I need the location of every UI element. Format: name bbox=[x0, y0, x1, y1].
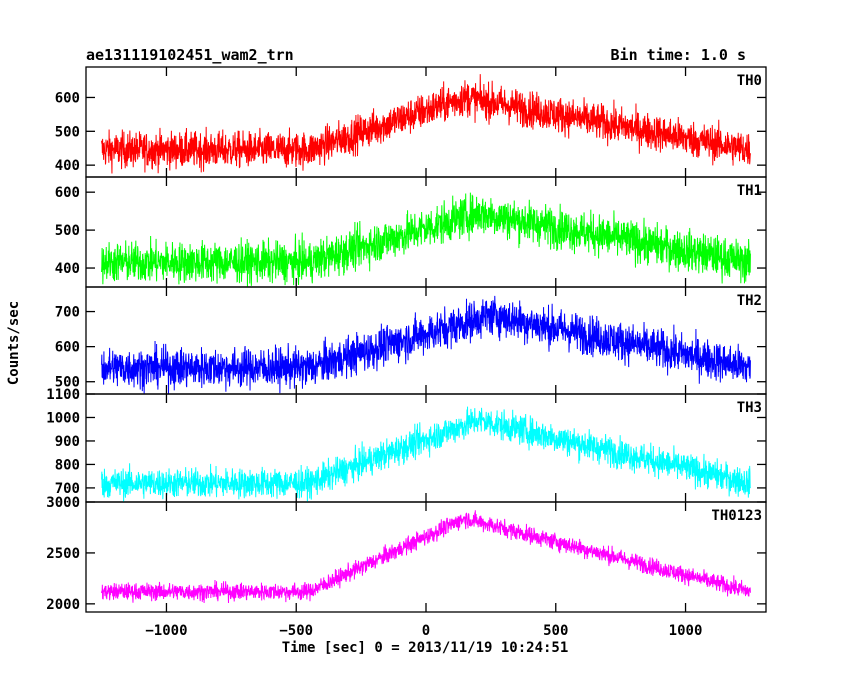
panel-th0123: 2000 2500 3000 TH0123 bbox=[46, 495, 767, 613]
series-th3 bbox=[101, 406, 751, 502]
y-tick-label-th0-400: 400 bbox=[55, 158, 80, 174]
panels-group: 400 500 600 TH0 400 500 600 TH1 500 600 700 TH2 700 8… bbox=[46, 66, 767, 639]
panel-th2: 500 600 700 TH2 bbox=[55, 286, 767, 395]
y-tick-label-th0123-2500: 2500 bbox=[46, 546, 80, 562]
series-th1 bbox=[101, 192, 751, 287]
y-tick-label-th3-800: 800 bbox=[55, 457, 80, 473]
y-axis-label: Counts/sec bbox=[6, 301, 22, 385]
y-tick-label-th0123-2000: 2000 bbox=[46, 597, 80, 613]
panel-th0: 400 500 600 TH0 bbox=[55, 66, 767, 178]
series-th0123 bbox=[101, 510, 751, 604]
y-tick-label-th3-900: 900 bbox=[55, 434, 80, 450]
y-tick-label-th2-600: 600 bbox=[55, 340, 80, 356]
x-tick-label-500: 500 bbox=[543, 623, 568, 639]
series-th0 bbox=[101, 74, 751, 174]
y-tick-label-th3-1000: 1000 bbox=[46, 410, 80, 426]
bin-time-label: Bin time: 1.0 s bbox=[611, 46, 746, 64]
panel-label-th3: TH3 bbox=[737, 400, 762, 416]
y-tick-label-th3-1100: 1100 bbox=[46, 387, 80, 403]
x-axis-label: Time [sec] 0 = 2013/11/19 10:24:51 bbox=[282, 640, 569, 656]
panel-th1: 400 500 600 TH1 bbox=[55, 176, 767, 288]
panel-label-th0123: TH0123 bbox=[711, 508, 762, 524]
y-tick-label-th2-500: 500 bbox=[55, 375, 80, 391]
panel-label-th1: TH1 bbox=[737, 183, 762, 199]
chart-title: ae131119102451_wam2_trn bbox=[86, 46, 294, 64]
panel-th3: 700 800 900 1000 1100 TH3 bbox=[46, 387, 767, 503]
panel-label-th0: TH0 bbox=[737, 73, 762, 89]
y-tick-label-th1-500: 500 bbox=[55, 223, 80, 239]
panel-label-th2: TH2 bbox=[737, 293, 762, 309]
x-tick-label--500: −500 bbox=[279, 623, 313, 639]
y-tick-label-th0123-3000: 3000 bbox=[46, 495, 80, 511]
y-tick-label-th1-600: 600 bbox=[55, 185, 80, 201]
y-tick-label-th0-500: 500 bbox=[55, 124, 80, 140]
x-tick-label--1000: −1000 bbox=[145, 623, 187, 639]
x-tick-label-1000: 1000 bbox=[669, 623, 703, 639]
y-tick-label-th3-700: 700 bbox=[55, 481, 80, 497]
series-th2 bbox=[101, 295, 751, 394]
x-tick-label-0: 0 bbox=[422, 623, 430, 639]
y-tick-label-th0-600: 600 bbox=[55, 90, 80, 106]
y-tick-label-th2-700: 700 bbox=[55, 305, 80, 321]
y-tick-label-th1-400: 400 bbox=[55, 261, 80, 277]
